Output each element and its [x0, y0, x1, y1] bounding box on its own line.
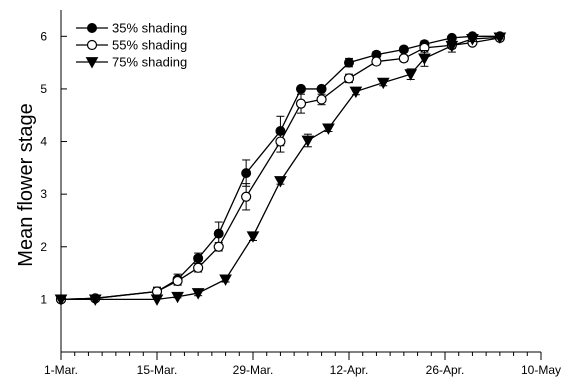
- data-point: [296, 83, 306, 94]
- data-point: [349, 86, 363, 99]
- series-1: [56, 31, 505, 305]
- data-point: [376, 77, 390, 90]
- data-point: [150, 294, 164, 306]
- axes: 1 2 3 4 5 6 1-Mar. 15-Mar. 29-Mar. 12-Apr. 26-Apr.…: [40, 10, 561, 377]
- x-tick-label: 10-May: [521, 363, 561, 377]
- legend: 35% shading 55% shading 75% shading: [76, 21, 187, 70]
- x-tick-label: 1-Mar.: [44, 363, 78, 377]
- data-point: [316, 83, 327, 94]
- x-tick-label: 26-Apr.: [426, 363, 465, 377]
- data-point: [193, 253, 204, 264]
- series-line: [60, 35, 500, 301]
- data-point: [54, 294, 68, 306]
- y-axis-title: Mean flower stage: [15, 103, 37, 266]
- data-point: [219, 274, 232, 286]
- y-tick-label: 3: [40, 187, 47, 201]
- y-tick-label: 4: [40, 135, 47, 149]
- x-tick-label: 15-Mar.: [137, 363, 178, 377]
- series-3: [54, 32, 507, 306]
- data-point: [343, 73, 355, 84]
- data-point: [241, 191, 252, 202]
- data-point: [171, 291, 184, 304]
- data-point: [445, 40, 459, 53]
- data-point: [274, 176, 287, 188]
- legend-label: 35% shading: [112, 21, 187, 36]
- data-point: [88, 294, 102, 306]
- data-point: [493, 32, 507, 44]
- data-point: [322, 123, 335, 135]
- data-point: [316, 94, 327, 105]
- y-tick-label: 2: [40, 240, 47, 254]
- legend-label: 75% shading: [112, 55, 187, 70]
- legend-marker: [85, 57, 99, 69]
- data-point: [246, 231, 260, 243]
- series-layer: [54, 31, 507, 306]
- y-tick-label: 6: [40, 29, 47, 43]
- data-point: [398, 44, 409, 55]
- data-point: [466, 34, 479, 46]
- data-point: [295, 98, 307, 109]
- legend-label: 55% shading: [112, 38, 187, 53]
- data-point: [172, 275, 183, 287]
- data-point: [213, 228, 224, 239]
- data-point: [418, 53, 431, 65]
- series-line: [61, 36, 500, 301]
- series-2: [55, 32, 505, 305]
- data-point: [404, 69, 418, 81]
- data-point: [193, 262, 204, 273]
- data-point: [371, 56, 382, 67]
- data-point: [398, 53, 409, 64]
- x-tick-label: 29-Mar.: [233, 363, 274, 377]
- data-point: [213, 241, 224, 252]
- data-point: [275, 136, 286, 147]
- y-tick-label: 1: [40, 292, 47, 306]
- legend-marker: [87, 23, 97, 33]
- legend-marker: [86, 39, 98, 51]
- x-tick-label: 12-Apr.: [330, 363, 369, 377]
- data-point: [344, 57, 354, 68]
- y-tick-label: 5: [40, 82, 47, 96]
- data-point: [241, 168, 252, 179]
- data-point: [301, 135, 315, 148]
- series-line: [60, 37, 500, 301]
- data-point: [191, 288, 205, 300]
